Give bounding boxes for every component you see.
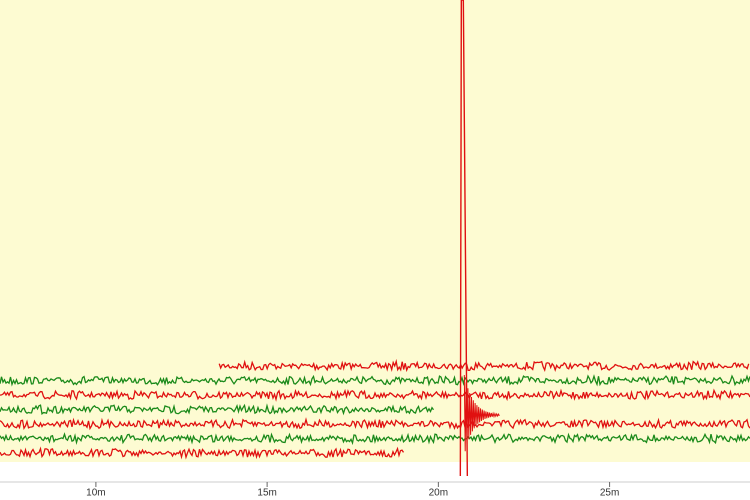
trace — [0, 374, 750, 387]
x-tick-label: 20m — [429, 488, 448, 499]
trace — [0, 432, 750, 446]
trace — [0, 388, 750, 402]
event-spike — [459, 0, 469, 477]
x-tick-label: 15m — [257, 488, 276, 499]
plot-background — [0, 0, 750, 462]
x-tick-label: 10m — [86, 488, 105, 499]
x-tick-label: 25m — [600, 488, 619, 499]
trace — [0, 403, 435, 416]
trace — [0, 417, 750, 431]
event-ringdown — [463, 374, 500, 452]
trace — [218, 358, 750, 373]
trace — [0, 446, 405, 460]
